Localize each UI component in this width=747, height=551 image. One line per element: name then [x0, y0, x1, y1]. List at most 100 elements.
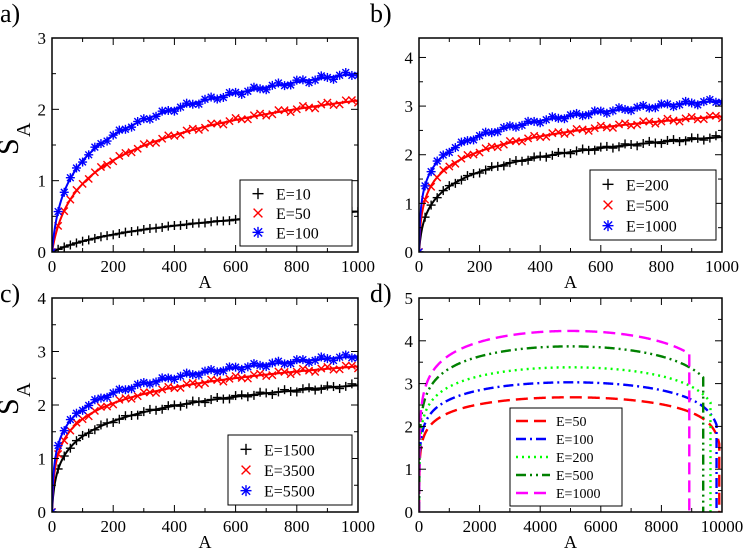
data-point: [163, 373, 173, 383]
y-tick-label: 3: [38, 343, 47, 362]
data-point: [182, 379, 191, 389]
data-point: [292, 105, 301, 114]
data-point: [237, 89, 247, 99]
data-point: [151, 138, 161, 147]
data-point: [499, 161, 509, 171]
x-tick-label: 4000: [523, 517, 557, 536]
data-point: [145, 404, 155, 414]
data-point: [669, 135, 679, 145]
x-tick-label: 0: [48, 517, 57, 536]
data-point: [317, 100, 326, 109]
data-point: [115, 395, 124, 404]
data-point: [705, 133, 715, 143]
data-point: [535, 151, 545, 161]
y-axis-label: SA: [0, 382, 35, 415]
data-point: [298, 384, 308, 394]
data-point: [433, 173, 442, 182]
data-point: [52, 247, 57, 252]
legend-entry: E=200: [556, 451, 593, 466]
data-point: [316, 384, 326, 394]
legend: E=200 E=500 E=1000: [589, 169, 717, 241]
data-point: [158, 134, 167, 143]
data-point: [169, 374, 179, 384]
legend-entry: E=1500: [264, 442, 315, 459]
data-point: [541, 115, 551, 125]
data-point: [353, 207, 358, 217]
x-tick-label: 1000: [341, 257, 375, 276]
data-point: [559, 114, 569, 124]
data-point: [261, 85, 271, 95]
data-point: [651, 119, 660, 128]
y-axis-label: SA: [0, 122, 35, 155]
data-point: [693, 133, 703, 143]
y-tick-label: 3: [405, 375, 414, 394]
series-line-2: [419, 381, 718, 512]
data-point: [115, 151, 124, 160]
data-point: [347, 379, 357, 389]
data-point: [711, 111, 721, 120]
data-point: [224, 394, 234, 404]
data-point: [52, 507, 57, 512]
data-point: [102, 136, 112, 146]
data-point: [213, 375, 222, 385]
data-point: [547, 112, 557, 122]
data-point: [656, 99, 666, 109]
data-point: [304, 383, 314, 393]
data-point: [578, 125, 587, 134]
data-point: [133, 144, 142, 153]
data-point: [200, 397, 210, 407]
data-point: [323, 362, 332, 372]
data-point: [286, 107, 295, 117]
data-point: [335, 384, 345, 394]
legend-marker: [603, 200, 613, 210]
panel-letter: b): [370, 0, 392, 28]
legend-marker: [241, 465, 251, 475]
data-point: [200, 379, 210, 388]
data-point: [243, 86, 253, 96]
data-point: [84, 400, 94, 410]
legend-entry: E=200: [626, 177, 669, 194]
legend-entry: E=500: [556, 469, 593, 484]
legend-entry: E=100: [556, 433, 593, 448]
y-tick-label: 1: [405, 460, 414, 479]
data-point: [176, 130, 185, 139]
data-point: [353, 381, 358, 391]
data-point: [329, 365, 338, 374]
data-point: [292, 367, 301, 376]
legend-marker: [252, 188, 264, 200]
data-point: [590, 124, 599, 133]
data-point: [620, 119, 630, 128]
series-line-1: [419, 396, 721, 512]
data-point: [656, 138, 666, 148]
y-tick-label: 1: [405, 194, 414, 213]
data-point: [231, 113, 240, 123]
data-point: [231, 372, 240, 381]
data-point: [638, 138, 648, 148]
panel-letter: c): [0, 279, 20, 308]
data-point: [212, 367, 222, 377]
data-point: [499, 122, 509, 132]
data-point: [505, 121, 515, 131]
data-point: [439, 165, 448, 175]
legend-marker: [602, 220, 614, 232]
x-tick-label: 6000: [584, 517, 618, 536]
data-point: [632, 141, 642, 151]
data-point: [66, 426, 75, 435]
legend-marker: [240, 485, 252, 497]
data-point: [84, 235, 94, 245]
series-line-3: [419, 366, 712, 512]
data-point: [109, 400, 118, 409]
chart-panel-1: a)020040060080010000123ASAE=10E=50E=100: [0, 0, 375, 292]
data-point: [157, 222, 167, 232]
data-point: [663, 114, 672, 123]
data-point: [286, 359, 296, 369]
data-point: [133, 410, 143, 420]
data-point: [255, 360, 265, 370]
data-point: [71, 238, 81, 248]
data-point: [84, 174, 93, 184]
data-point: [268, 110, 277, 119]
x-axis-label: A: [199, 532, 212, 551]
x-tick-label: 200: [100, 517, 126, 536]
data-point: [316, 71, 326, 81]
data-point: [200, 366, 210, 376]
